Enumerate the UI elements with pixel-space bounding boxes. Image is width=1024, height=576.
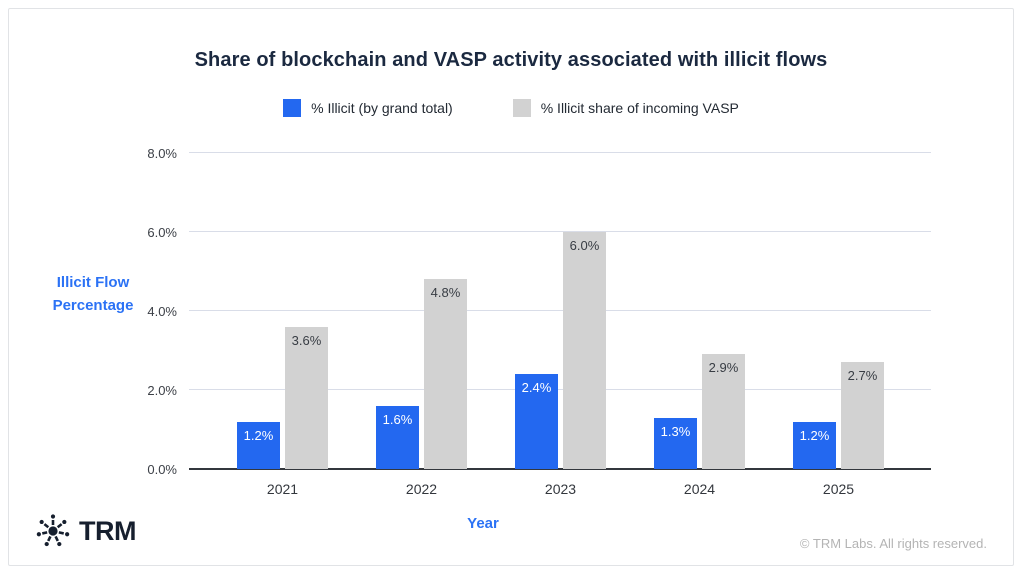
y-axis-title: Illicit Flow Percentage: [52, 274, 134, 314]
plot-area: 0.0% 2.0% 4.0% 6.0% 8.0% 1.2% 3.6% 1.6% 4.8% 2.4%…: [147, 146, 931, 477]
bar-illicit-vasp-2021: 3.6%: [285, 326, 328, 469]
bar-value-label: 1.2%: [243, 427, 274, 443]
y-tick-label: 2.0%: [147, 383, 177, 398]
bar-illicit-vasp-2023: 6.0%: [563, 232, 606, 469]
chart-title: Share of blockchain and VASP activity as…: [194, 49, 828, 71]
x-tick-label-2025: 2025: [822, 481, 855, 497]
x-axis-line: [189, 468, 931, 470]
legend-swatch-gray-icon: [512, 99, 531, 117]
legend-item-illicit-grand-total: % Illicit (by grand total): [283, 99, 453, 117]
trm-network-icon: [36, 514, 70, 547]
y-tick-label: 0.0%: [147, 462, 177, 477]
x-axis-title: Year: [467, 515, 499, 532]
bar-value-label: 6.0%: [569, 238, 600, 253]
x-tick-label-2021: 2021: [266, 481, 299, 497]
trm-logo: TRM: [35, 513, 136, 549]
bar-value-label: 3.6%: [291, 332, 322, 348]
legend-item-illicit-vasp: % Illicit share of incoming VASP: [512, 99, 739, 117]
bar-value-label: 1.2%: [799, 427, 830, 443]
bar-illicit-total-2022: 1.6%: [376, 405, 419, 469]
bar-illicit-total-2023: 2.4%: [515, 374, 558, 469]
y-tick-label: 4.0%: [147, 304, 177, 319]
bar-illicit-total-2024: 1.3%: [654, 417, 697, 469]
bar-illicit-vasp-2022: 4.8%: [424, 279, 467, 469]
bar-value-label: 1.6%: [382, 411, 413, 427]
x-tick-label-2022: 2022: [405, 481, 438, 497]
bar-illicit-vasp-2025: 2.7%: [841, 362, 884, 469]
legend-swatch-blue-icon: [283, 99, 302, 117]
y-tick-label: 8.0%: [147, 146, 177, 161]
legend-label: % Illicit share of incoming VASP: [540, 100, 739, 116]
bar-value-label: 2.7%: [847, 368, 878, 384]
x-axis-ticks: 2021 2022 2023 2024 2025: [189, 481, 931, 501]
bar-illicit-total-2021: 1.2%: [237, 421, 280, 469]
bar-value-label: 2.9%: [708, 360, 739, 376]
x-tick-label-2023: 2023: [544, 481, 577, 497]
bar-value-label: 1.3%: [660, 423, 691, 439]
bar-illicit-total-2025: 1.2%: [793, 421, 836, 469]
bar-illicit-vasp-2024: 2.9%: [702, 354, 745, 469]
chart-card: Share of blockchain and VASP activity as…: [8, 8, 1014, 566]
bar-value-label: 2.4%: [521, 380, 552, 396]
bar-value-label: 4.8%: [430, 285, 461, 301]
gridline: [189, 152, 931, 153]
trm-wordmark: TRM: [79, 515, 136, 546]
legend: % Illicit (by grand total) % Illicit sha…: [9, 99, 1013, 117]
gridline: [189, 231, 931, 232]
copyright-text: © TRM Labs. All rights reserved.: [799, 536, 987, 551]
x-tick-label-2024: 2024: [683, 481, 716, 497]
gridline: [189, 389, 931, 390]
legend-label: % Illicit (by grand total): [311, 100, 453, 116]
gridline: [189, 310, 931, 311]
y-tick-label: 6.0%: [147, 225, 177, 240]
